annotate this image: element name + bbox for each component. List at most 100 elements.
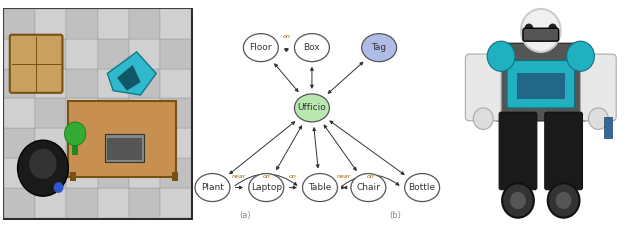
Bar xyxy=(97,188,129,218)
Bar xyxy=(129,128,160,158)
Bar xyxy=(160,9,191,39)
FancyBboxPatch shape xyxy=(465,54,501,121)
Bar xyxy=(97,128,129,158)
Circle shape xyxy=(195,174,230,202)
Bar xyxy=(160,158,191,188)
Bar xyxy=(4,68,35,98)
FancyBboxPatch shape xyxy=(499,112,537,190)
FancyBboxPatch shape xyxy=(580,54,616,121)
Text: Laptop: Laptop xyxy=(251,183,282,192)
Bar xyxy=(70,172,76,181)
Text: Plant: Plant xyxy=(201,183,224,192)
Circle shape xyxy=(588,108,608,129)
Bar xyxy=(160,128,191,158)
Bar xyxy=(160,98,191,128)
Bar xyxy=(4,98,35,128)
Bar xyxy=(4,158,35,188)
Bar xyxy=(108,138,143,160)
FancyArrowPatch shape xyxy=(328,62,363,93)
Circle shape xyxy=(29,149,56,179)
Bar xyxy=(68,101,175,177)
FancyArrowPatch shape xyxy=(235,174,297,186)
Circle shape xyxy=(294,34,330,62)
FancyBboxPatch shape xyxy=(545,112,582,190)
Bar xyxy=(4,128,35,158)
Bar xyxy=(160,188,191,218)
Text: on: on xyxy=(367,174,375,179)
Bar xyxy=(35,188,67,218)
Text: on: on xyxy=(289,174,297,179)
Bar xyxy=(67,158,97,188)
Polygon shape xyxy=(117,65,141,91)
FancyArrowPatch shape xyxy=(285,49,288,51)
Bar xyxy=(35,68,67,98)
Bar xyxy=(160,39,191,68)
Bar xyxy=(97,9,129,39)
Circle shape xyxy=(510,192,526,209)
Bar xyxy=(129,98,160,128)
FancyArrowPatch shape xyxy=(236,186,242,189)
Text: (a): (a) xyxy=(239,211,250,220)
Bar xyxy=(35,9,67,39)
FancyBboxPatch shape xyxy=(507,60,575,108)
Bar xyxy=(4,39,35,68)
FancyArrowPatch shape xyxy=(289,186,296,189)
Bar xyxy=(67,128,97,158)
FancyArrowPatch shape xyxy=(275,64,298,92)
Bar xyxy=(67,68,97,98)
Text: on: on xyxy=(262,174,270,179)
Text: Ufficio: Ufficio xyxy=(298,104,326,112)
FancyArrowPatch shape xyxy=(276,126,301,169)
Circle shape xyxy=(502,183,534,218)
Text: Box: Box xyxy=(303,43,320,52)
Bar xyxy=(67,98,97,128)
Bar xyxy=(67,39,97,68)
Circle shape xyxy=(566,41,595,71)
FancyArrowPatch shape xyxy=(230,122,294,174)
Circle shape xyxy=(303,174,337,202)
Text: (b): (b) xyxy=(389,211,401,220)
Text: near: near xyxy=(232,174,246,179)
Circle shape xyxy=(548,183,579,218)
Circle shape xyxy=(54,182,63,193)
Bar xyxy=(129,68,160,98)
Bar xyxy=(35,98,67,128)
Circle shape xyxy=(351,174,386,202)
Bar xyxy=(97,158,129,188)
Bar xyxy=(97,39,129,68)
Bar xyxy=(35,128,67,158)
Bar xyxy=(129,158,160,188)
FancyArrowPatch shape xyxy=(313,128,319,168)
Circle shape xyxy=(243,34,278,62)
Bar xyxy=(4,188,35,218)
FancyArrowPatch shape xyxy=(342,175,399,186)
Text: Bottle: Bottle xyxy=(408,183,436,192)
FancyArrowPatch shape xyxy=(342,186,347,189)
Circle shape xyxy=(249,174,284,202)
FancyBboxPatch shape xyxy=(523,28,559,41)
Bar xyxy=(97,68,129,98)
FancyBboxPatch shape xyxy=(10,35,63,93)
Circle shape xyxy=(65,122,86,146)
Bar xyxy=(517,74,564,99)
Bar xyxy=(604,117,612,138)
Circle shape xyxy=(404,174,440,202)
Circle shape xyxy=(17,140,68,196)
Bar xyxy=(106,134,145,162)
Bar xyxy=(67,188,97,218)
Bar xyxy=(4,9,35,39)
Circle shape xyxy=(525,24,533,33)
Bar xyxy=(35,39,67,68)
Bar xyxy=(129,39,160,68)
Circle shape xyxy=(294,94,330,122)
Text: near: near xyxy=(337,174,351,179)
FancyBboxPatch shape xyxy=(493,43,588,121)
Circle shape xyxy=(556,192,572,209)
Text: Chair: Chair xyxy=(356,183,380,192)
Text: Table: Table xyxy=(308,183,332,192)
Circle shape xyxy=(487,41,515,71)
Bar xyxy=(172,172,178,181)
Bar xyxy=(129,9,160,39)
Bar xyxy=(129,188,160,218)
Bar xyxy=(97,98,129,128)
